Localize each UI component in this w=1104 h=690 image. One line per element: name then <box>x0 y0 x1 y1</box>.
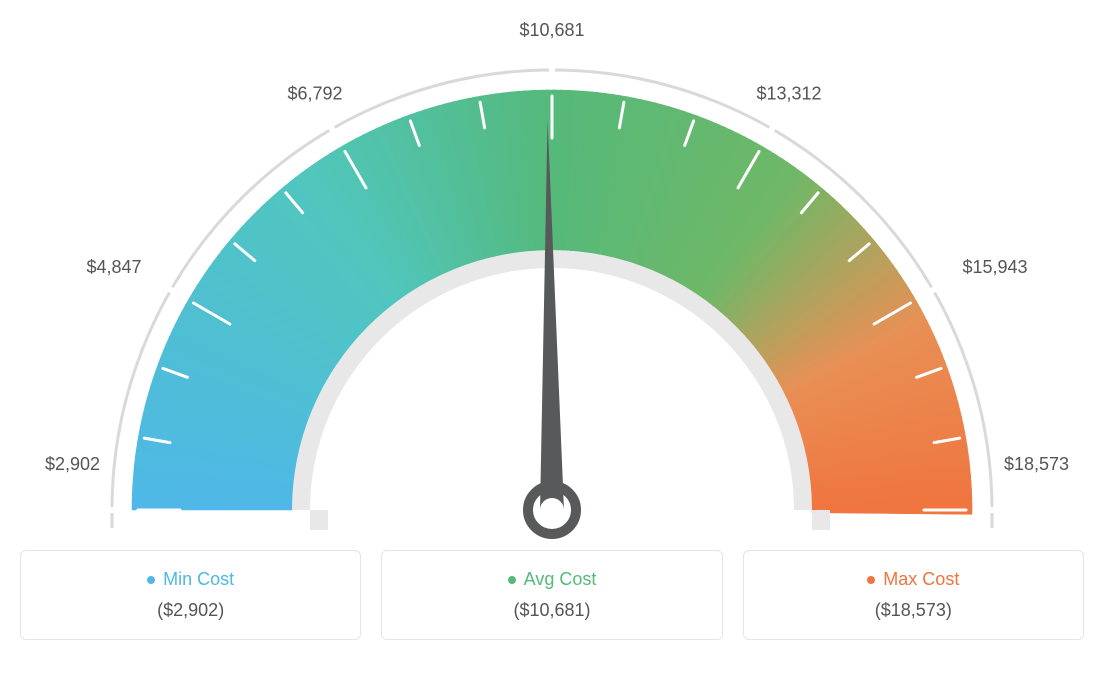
legend-label-avg: Avg Cost <box>524 569 597 590</box>
legend-label-max: Max Cost <box>883 569 959 590</box>
legend-value-min: ($2,902) <box>41 600 340 621</box>
legend-title-avg: Avg Cost <box>402 569 701 590</box>
svg-text:$4,847: $4,847 <box>86 257 141 277</box>
legend-card-avg: Avg Cost ($10,681) <box>381 550 722 640</box>
legend-label-min: Min Cost <box>163 569 234 590</box>
legend-card-max: Max Cost ($18,573) <box>743 550 1084 640</box>
svg-text:$10,681: $10,681 <box>519 20 584 40</box>
legend-dot-min <box>147 576 155 584</box>
legend-dot-avg <box>508 576 516 584</box>
legend-value-avg: ($10,681) <box>402 600 701 621</box>
svg-text:$15,943: $15,943 <box>962 257 1027 277</box>
legend-title-max: Max Cost <box>764 569 1063 590</box>
svg-text:$6,792: $6,792 <box>287 84 342 104</box>
svg-text:$2,902: $2,902 <box>45 454 100 474</box>
legend-title-min: Min Cost <box>41 569 340 590</box>
legend-value-max: ($18,573) <box>764 600 1063 621</box>
gauge-svg: $2,902 $4,847 $6,792 $10,681 $13,312 $15,943 $… <box>20 20 1084 540</box>
gauge-chart: $2,902 $4,847 $6,792 $10,681 $13,312 $15,943 $… <box>20 20 1084 540</box>
svg-text:$13,312: $13,312 <box>756 84 821 104</box>
chart-container: $2,902 $4,847 $6,792 $10,681 $13,312 $15,943 $… <box>20 20 1084 640</box>
legend-row: Min Cost ($2,902) Avg Cost ($10,681) Max… <box>20 550 1084 640</box>
legend-card-min: Min Cost ($2,902) <box>20 550 361 640</box>
svg-text:$18,573: $18,573 <box>1004 454 1069 474</box>
legend-dot-max <box>867 576 875 584</box>
